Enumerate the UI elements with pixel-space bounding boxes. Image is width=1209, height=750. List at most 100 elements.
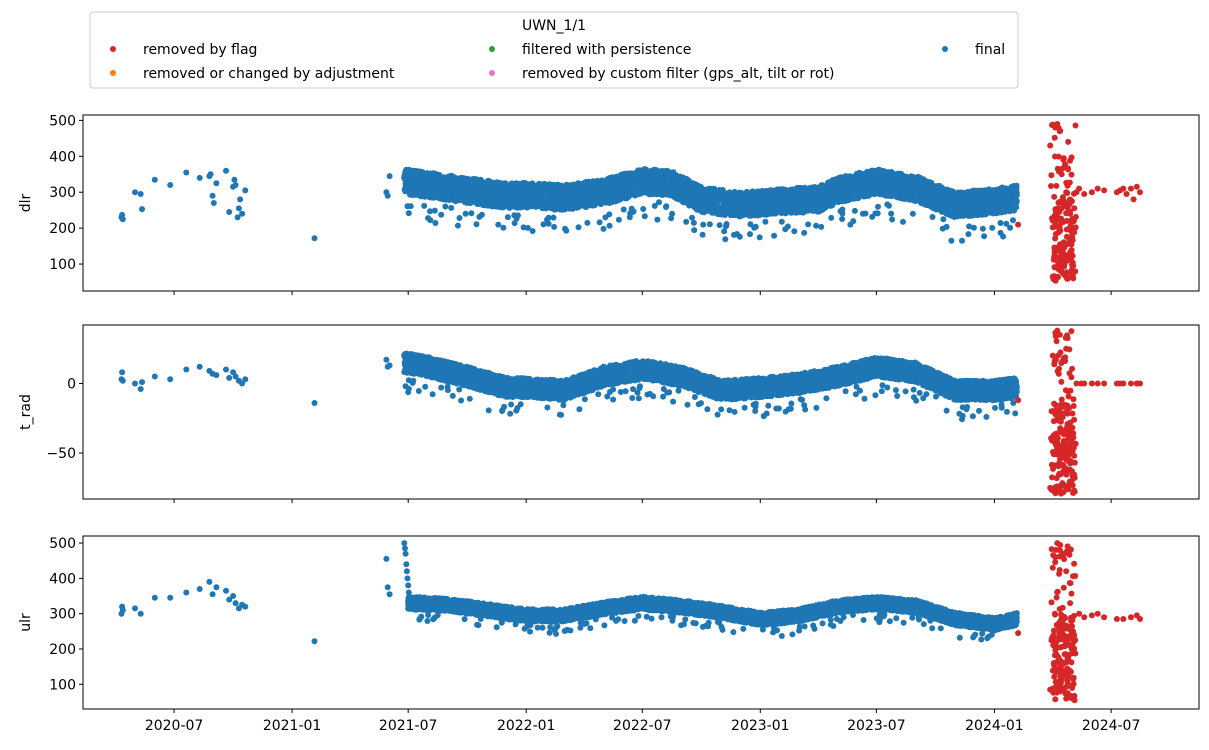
final-point [237,196,244,203]
final-point [641,213,648,220]
final-point [900,218,906,225]
final-point [448,204,455,211]
final-point [862,210,869,217]
final-point [721,228,728,235]
final-point [384,192,391,199]
final-point [407,203,414,210]
legend-marker-removed-by-custom-filter [489,70,495,76]
final-point [663,203,670,210]
final-point [442,203,449,210]
final-point [839,206,846,213]
legend-label-removed-by-custom-filter: removed by custom filter (gps_alt, tilt … [522,66,834,82]
final-point [529,228,536,234]
final-point [620,206,627,213]
final-point [210,200,217,206]
final-point [813,222,820,229]
final-point [545,214,552,221]
final-point [242,187,249,194]
final-point [596,219,603,226]
final-point [706,221,713,228]
final-point [386,173,393,180]
final-point [784,223,791,230]
final-point [683,218,690,225]
final-point [421,202,428,209]
final-point [575,224,582,231]
final-point [119,216,126,223]
final-point [478,211,485,218]
final-point [736,233,743,240]
final-point [511,220,518,227]
final-point [778,218,785,225]
final-point [231,176,238,183]
final-point [805,221,812,228]
final-point [550,214,557,221]
final-point [427,208,433,215]
final-point [545,220,552,227]
final-point [656,199,662,206]
final-point [722,236,729,243]
final-point [137,191,144,197]
final-point [885,202,892,209]
final-point [888,210,895,217]
final-point [311,235,318,242]
final-point [874,210,881,217]
final-point [630,208,637,215]
final-point [431,207,438,214]
final-point [889,216,896,223]
legend-label-removed-or-changed-by-adjustment: removed or changed by adjustment [143,66,395,82]
final-point [747,231,753,238]
final-point [540,221,547,228]
final-point [752,223,759,230]
final-point [432,220,439,226]
final-point [226,209,233,215]
final-point [234,214,241,221]
final-point [851,207,858,214]
final-point [473,221,480,228]
final-point [818,223,825,230]
final-point [716,222,723,229]
final-point [139,206,145,213]
final-point [514,212,521,219]
final-point [213,180,220,187]
final-point [427,217,434,224]
final-point [929,214,936,220]
final-point [654,216,661,223]
final-point [606,211,613,218]
final-point [183,169,190,176]
final-point [691,227,698,234]
final-point [468,210,475,217]
final-point [600,225,607,232]
legend-marker-removed-by-flag [110,46,116,52]
final-point [875,203,881,210]
legend-label-filtered-with-persistence: filtered with persistence [522,42,691,58]
legend-marker-final [942,46,948,52]
legend-frame [89,11,1019,89]
final-point [669,210,676,217]
legend-marker-removed-or-changed-by-adjustment [110,70,116,76]
legend: UWN_1/1 removed by flag removed or chang… [89,11,1019,89]
final-point [615,216,622,223]
final-point [239,210,246,217]
final-point [495,221,502,228]
final-point [762,218,769,225]
final-point [839,216,846,222]
legend-marker-filtered-with-persistence [489,46,495,52]
final-point [462,210,469,217]
panels: 100200300400500dlr−500t_rad1002003004005… [18,113,1200,734]
final-point [454,222,461,229]
points-dlr [118,121,1143,284]
final-point [801,229,808,236]
final-point [909,210,916,217]
final-point [606,222,613,229]
final-point [504,214,511,221]
final-point [723,221,730,227]
final-point [699,231,706,238]
final-point [438,211,445,218]
final-point [828,214,835,221]
legend-label-removed-by-flag: removed by flag [143,42,257,58]
final-point [167,182,174,188]
final-point [207,171,214,178]
final-point [405,210,412,217]
